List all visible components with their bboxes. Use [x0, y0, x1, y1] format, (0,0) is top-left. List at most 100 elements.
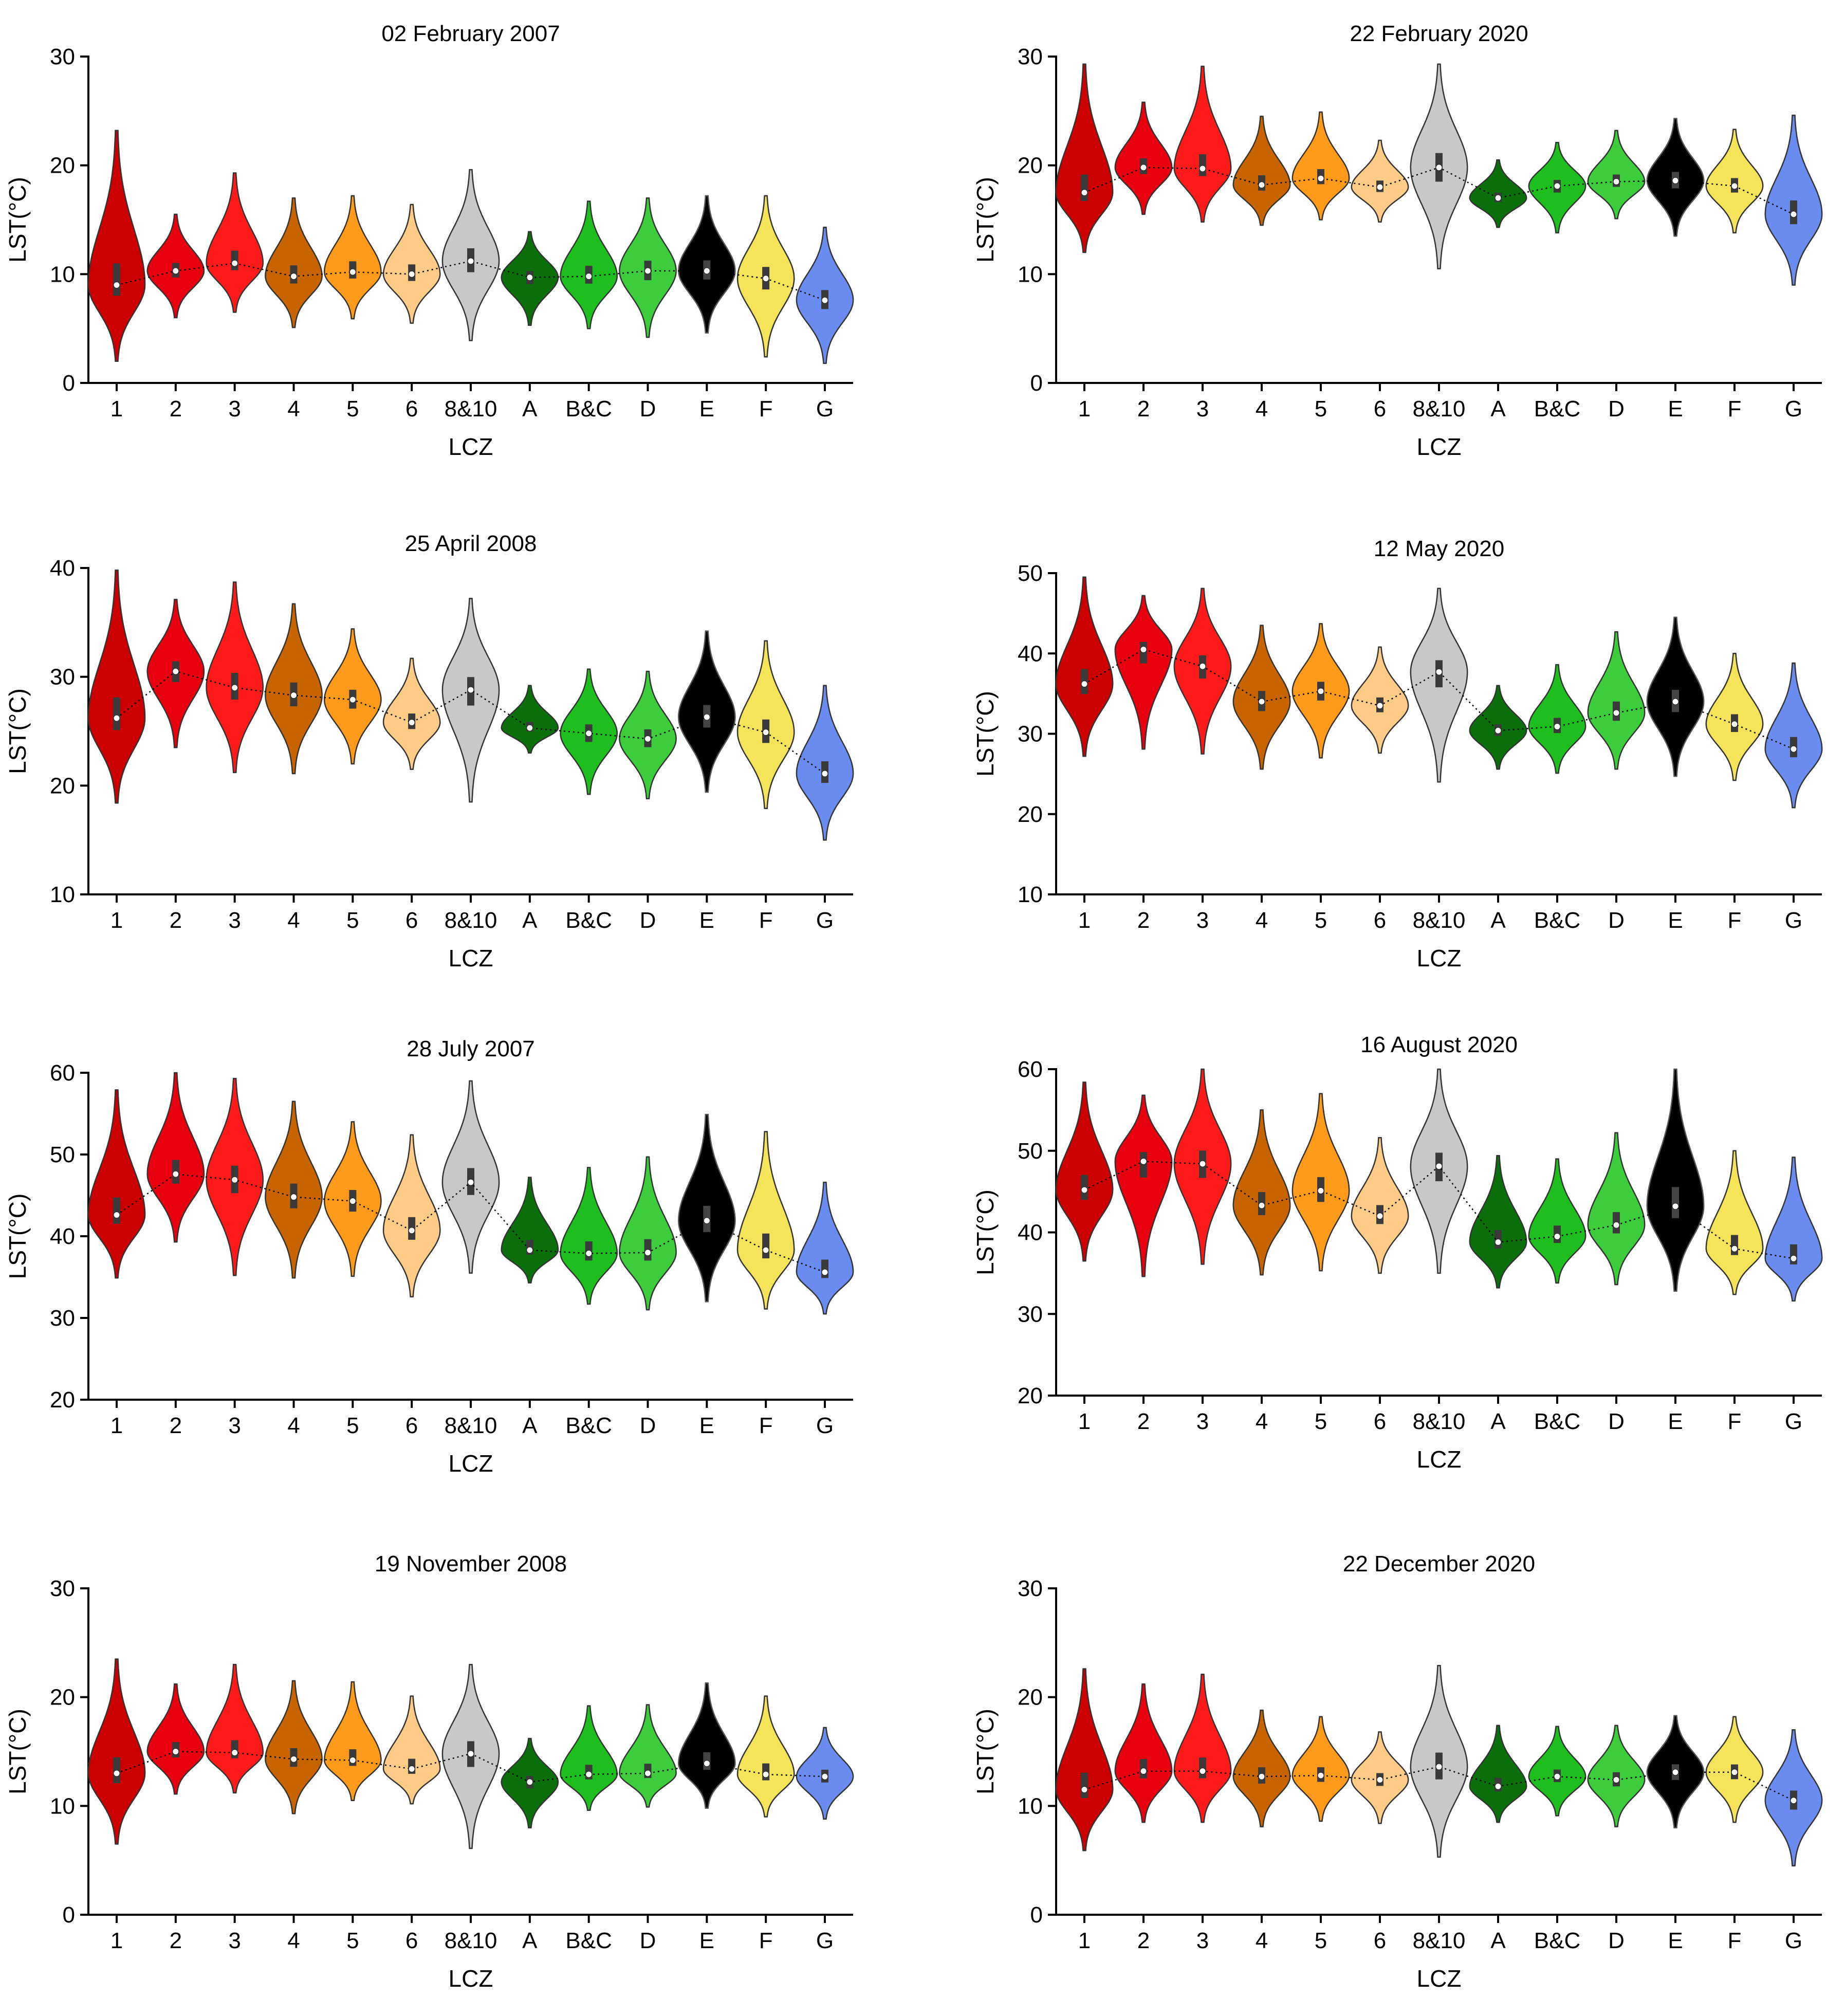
median-dot-8&10 — [467, 686, 474, 693]
x-tick-label: D — [1608, 908, 1625, 933]
violin-2 — [1114, 1683, 1173, 1823]
median-dot-F — [762, 1247, 769, 1254]
x-tick-label: G — [1785, 396, 1802, 421]
violin-B&C — [560, 1167, 618, 1305]
x-tick-label: G — [816, 396, 834, 421]
x-tick-label: A — [1490, 1409, 1506, 1434]
median-dot-3 — [231, 260, 238, 267]
x-tick-label: D — [640, 396, 656, 421]
y-axis-label: LST(°C) — [972, 691, 999, 777]
x-tick-label: 8&10 — [445, 1928, 497, 1953]
median-dot-3 — [231, 684, 238, 691]
median-dot-D — [644, 1249, 651, 1256]
x-axis-label: LCZ — [449, 945, 493, 972]
median-dot-8&10 — [1435, 1163, 1443, 1170]
x-tick-label: G — [816, 1413, 834, 1438]
chart-title: 12 May 2020 — [1374, 536, 1504, 561]
violin-A — [501, 685, 559, 754]
violin-F — [1705, 1150, 1764, 1295]
median-dot-D — [1613, 1776, 1620, 1784]
y-tick-label: 30 — [1018, 1302, 1043, 1327]
violin-F — [736, 1695, 795, 1818]
median-dot-F — [1731, 182, 1738, 190]
violin-5 — [324, 1681, 382, 1802]
median-dot-4 — [1258, 1773, 1265, 1780]
median-dot-A — [526, 1247, 533, 1254]
x-tick-label: 5 — [1315, 396, 1327, 421]
x-tick-label: 1 — [1078, 1928, 1091, 1953]
y-tick-label: 20 — [50, 773, 75, 798]
violin-iqr-box — [113, 1197, 120, 1224]
median-dot-4 — [1258, 181, 1265, 189]
violin-iqr-box — [762, 1233, 770, 1259]
y-tick-label: 10 — [50, 882, 75, 907]
x-tick-label: 2 — [170, 1928, 182, 1953]
x-tick-label: D — [640, 1928, 656, 1953]
violin-B&C — [560, 1705, 618, 1811]
x-tick-label: 2 — [170, 396, 182, 421]
median-dot-1 — [113, 714, 120, 722]
y-tick-label: 30 — [50, 1306, 75, 1331]
y-tick-label: 20 — [1018, 1685, 1043, 1710]
median-dot-8&10 — [467, 1750, 474, 1757]
median-dot-5 — [349, 268, 356, 276]
x-tick-label: 3 — [1196, 1928, 1209, 1953]
x-tick-label: 4 — [287, 908, 300, 933]
x-tick-label: 3 — [1196, 1409, 1209, 1434]
violin-G — [1764, 115, 1823, 286]
median-dot-6 — [408, 1765, 415, 1772]
median-dot-4 — [1258, 698, 1265, 705]
x-tick-label: G — [1785, 1409, 1802, 1434]
median-dot-8&10 — [1435, 1763, 1443, 1770]
violin-3 — [206, 172, 264, 313]
violin-chart-8: 22 December 2020 0 10 20 30 LST(°C) LCZ 1 2 3 4 5 6 8… — [972, 1551, 1823, 1992]
median-dot-A — [526, 274, 533, 281]
x-tick-label: 8&10 — [1413, 1928, 1466, 1953]
violin-iqr-box — [1140, 1152, 1147, 1178]
violin-chart-6: 16 August 2020 20 30 40 50 60 LST(°C) LCZ 1 2 3 4 5 6… — [972, 1032, 1823, 1473]
median-dot-1 — [1081, 1186, 1088, 1194]
median-dot-5 — [1317, 1187, 1324, 1195]
violin-3 — [206, 1663, 264, 1794]
x-tick-label: 4 — [287, 1928, 300, 1953]
x-tick-label: 1 — [1078, 396, 1091, 421]
violin-3 — [1173, 65, 1232, 223]
y-axis-label: LST(°C) — [972, 1709, 999, 1794]
y-tick-label: 50 — [50, 1142, 75, 1167]
x-tick-label: B&C — [565, 1413, 612, 1438]
x-tick-label: 2 — [1137, 908, 1150, 933]
median-dot-4 — [290, 1194, 297, 1201]
x-tick-label: 3 — [228, 396, 241, 421]
y-tick-label: 30 — [50, 1576, 75, 1601]
violin-1 — [1055, 1668, 1114, 1852]
violin-1 — [87, 1089, 146, 1279]
x-tick-label: A — [1490, 396, 1506, 421]
median-dot-2 — [1140, 164, 1147, 171]
median-dot-2 — [172, 1748, 179, 1755]
violin-G — [796, 1181, 854, 1315]
x-tick-label: A — [522, 1413, 538, 1438]
x-tick-label: 5 — [346, 1928, 359, 1953]
violin-1 — [87, 569, 146, 804]
x-tick-label: 5 — [346, 1413, 359, 1438]
x-tick-label: 5 — [1315, 1409, 1327, 1434]
x-tick-label: 1 — [110, 396, 123, 421]
x-tick-label: E — [1668, 908, 1683, 933]
x-tick-label: 2 — [1137, 1928, 1150, 1953]
x-axis-label: LCZ — [1417, 1446, 1462, 1473]
x-tick-label: E — [699, 396, 714, 421]
median-dot-D — [644, 1770, 651, 1777]
x-tick-label: 5 — [1315, 1928, 1327, 1953]
median-dot-F — [1731, 721, 1738, 728]
x-tick-label: B&C — [1534, 1409, 1580, 1434]
violin-D — [619, 1704, 677, 1808]
x-tick-label: G — [1785, 1928, 1802, 1953]
x-tick-label: B&C — [565, 908, 612, 933]
x-tick-label: 6 — [405, 1413, 418, 1438]
x-tick-label: 3 — [1196, 908, 1209, 933]
violin-4 — [265, 197, 323, 328]
x-tick-label: 6 — [1374, 1409, 1386, 1434]
median-dot-6 — [408, 270, 415, 278]
median-dot-A — [526, 724, 533, 731]
median-dot-5 — [1317, 1772, 1324, 1779]
